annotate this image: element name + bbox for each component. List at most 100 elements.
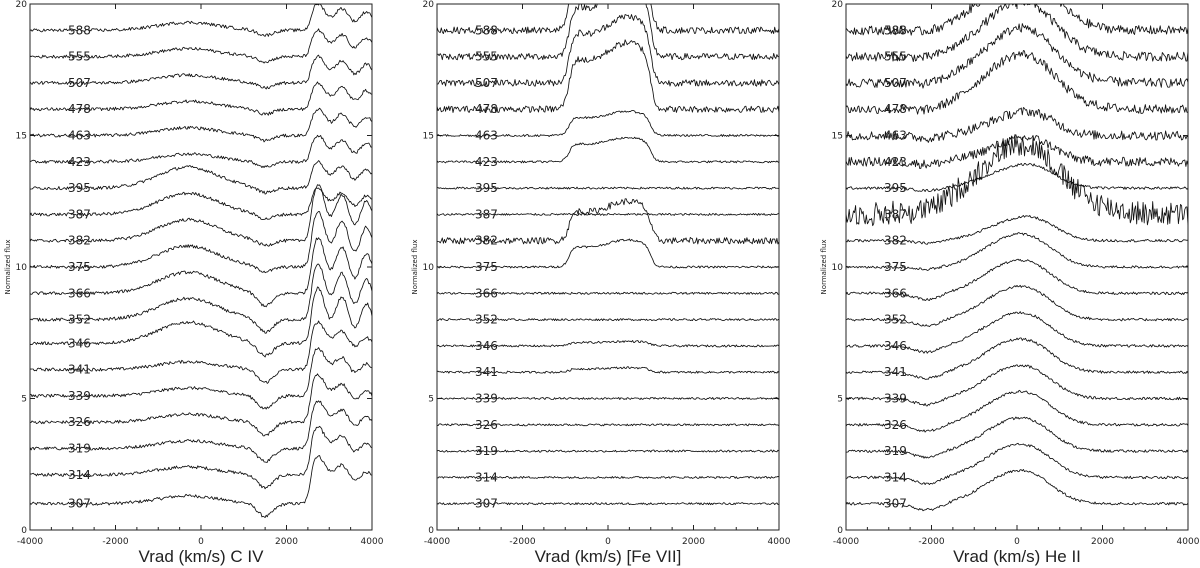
- epoch-label: 588: [475, 23, 498, 37]
- spectrum-line-346: [30, 286, 372, 358]
- epoch-label: 326: [884, 418, 907, 432]
- spectrum-line-326: [437, 423, 779, 427]
- epoch-label: 395: [68, 181, 91, 195]
- epoch-label: 387: [68, 207, 91, 221]
- epoch-label: 387: [475, 207, 498, 221]
- spectrum-line-341: [30, 320, 372, 384]
- epoch-label: 326: [68, 415, 91, 429]
- x-axis-label: Vrad (km/s) [Fe VII]: [535, 547, 682, 566]
- spectrum-line-307: [437, 502, 779, 506]
- y-tick-label: 20: [16, 0, 28, 10]
- spectrum-line-588: [30, 4, 372, 37]
- epoch-label: 339: [884, 392, 907, 406]
- x-tick-label: 2000: [1091, 537, 1114, 547]
- spectrum-line-352: [30, 263, 372, 334]
- spectrum-line-314: [846, 442, 1188, 486]
- epoch-label: 375: [884, 260, 907, 274]
- spectrum-line-366: [30, 237, 372, 308]
- spectrum-line-463: [30, 107, 372, 143]
- epoch-label: 478: [475, 102, 498, 116]
- epoch-label: 346: [475, 339, 498, 353]
- y-axis-label: Normalized flux: [4, 240, 12, 295]
- spectrum-line-341: [846, 337, 1188, 380]
- epoch-label: 339: [475, 392, 498, 406]
- spectrum-line-352: [437, 318, 779, 322]
- spectrum-line-366: [846, 258, 1188, 302]
- x-tick-label: 0: [605, 537, 611, 547]
- epoch-label: 307: [884, 497, 907, 511]
- spectrum-line-307: [846, 468, 1188, 512]
- epoch-label: 555: [884, 50, 907, 64]
- epoch-label: 423: [68, 155, 91, 169]
- spectrum-line-346: [437, 340, 779, 348]
- epoch-label: 339: [68, 389, 91, 403]
- panel-1: -4000 -2000 0 2000 4000 0 5 10 15 20 Normalized fl…: [4, 0, 384, 566]
- spectrum-line-319: [30, 400, 372, 463]
- spectrum-line-382: [30, 184, 372, 247]
- epoch-label: 463: [68, 129, 91, 143]
- epoch-label: 478: [68, 102, 91, 116]
- y-tick-label: 0: [837, 526, 843, 536]
- x-tick-label: 4000: [1177, 537, 1200, 547]
- spectrum-line-478: [846, 50, 1188, 115]
- epoch-label: 319: [68, 441, 91, 455]
- y-axis-label: Normalized flux: [820, 240, 828, 295]
- y-tick-label: 10: [423, 263, 435, 273]
- spectrum-line-352: [846, 284, 1188, 328]
- epoch-label: 395: [884, 181, 907, 195]
- spectrum-line-366: [437, 291, 779, 295]
- y-tick-label: 15: [16, 132, 27, 142]
- spectrum-line-507: [30, 54, 372, 90]
- spectrum-line-326: [846, 389, 1188, 433]
- spectrum-line-395: [30, 160, 372, 195]
- spectrum-line-326: [30, 373, 372, 437]
- spectrum-line-382: [846, 215, 1188, 245]
- y-tick-label: 15: [832, 132, 843, 142]
- spectrum-line-307: [30, 455, 372, 519]
- spectrum-line-375: [437, 238, 779, 269]
- spectrum-line-463: [437, 110, 779, 137]
- epoch-label: 382: [884, 234, 907, 248]
- y-axis-label: Normalized flux: [411, 240, 419, 295]
- epoch-label: 319: [475, 444, 498, 458]
- epoch-label: 395: [475, 181, 498, 195]
- epoch-label: 346: [884, 339, 907, 353]
- epoch-label: 478: [884, 102, 907, 116]
- epoch-label: 314: [68, 468, 91, 482]
- epoch-label: 507: [475, 76, 498, 90]
- epoch-label: 382: [475, 234, 498, 248]
- x-tick-label: -2000: [102, 537, 128, 547]
- spectrum-line-555: [846, 4, 1188, 63]
- epoch-label: 555: [475, 50, 498, 64]
- epoch-label: 588: [68, 23, 91, 37]
- spectrum-line-319: [846, 416, 1188, 459]
- epoch-label: 588: [884, 23, 907, 37]
- spectrum-line-588: [437, 4, 779, 35]
- spectrum-line-375: [30, 210, 372, 274]
- x-tick-label: -2000: [918, 537, 944, 547]
- epoch-label: 423: [884, 155, 907, 169]
- x-axis-label: Vrad (km/s) C IV: [139, 547, 265, 566]
- spectrum-line-314: [30, 425, 372, 490]
- spectrum-line-423: [846, 134, 1188, 169]
- spectrum-line-339: [437, 397, 779, 400]
- y-tick-label: 5: [428, 395, 434, 405]
- spectra-group: [437, 4, 779, 506]
- y-tick-label: 20: [832, 0, 844, 10]
- epoch-label: 346: [68, 336, 91, 350]
- epoch-label: 314: [884, 470, 907, 484]
- epoch-label: 507: [884, 76, 907, 90]
- epoch-label: 463: [884, 129, 907, 143]
- epoch-label: 341: [68, 363, 91, 377]
- epoch-label: 375: [68, 260, 91, 274]
- spectrum-line-478: [437, 39, 779, 113]
- spectrum-line-319: [437, 449, 779, 453]
- x-tick-label: 2000: [275, 537, 298, 547]
- epoch-label: 314: [475, 470, 498, 484]
- spectrum-line-339: [30, 347, 372, 410]
- y-tick-label: 0: [428, 526, 434, 536]
- epoch-label: 382: [68, 234, 91, 248]
- x-axis-label: Vrad (km/s) He II: [953, 547, 1081, 566]
- spectrum-line-478: [30, 81, 372, 116]
